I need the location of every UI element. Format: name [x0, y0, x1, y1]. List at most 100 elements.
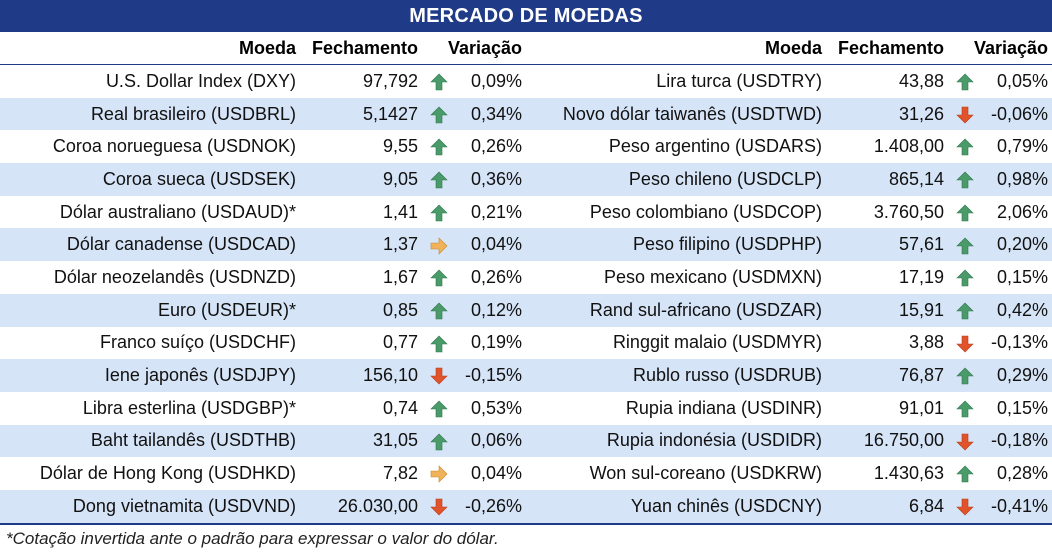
- table-row: Dong vietnamita (USDVND) 26.030,00 -0,26% Y…: [0, 489, 1052, 525]
- arrow-up-icon: [422, 196, 452, 229]
- closing-value: 31,26: [826, 97, 948, 131]
- closing-value: 1,37: [300, 228, 422, 262]
- arrow-down-icon: [948, 327, 978, 360]
- variation-value: 0,05%: [996, 70, 1048, 91]
- currency-name: Dólar australiano (USDAUD)*: [59, 201, 296, 222]
- closing-value: 76,87: [826, 359, 948, 392]
- currency-name: Peso colombiano (USDCOP): [589, 201, 822, 222]
- arrow-up-icon: [948, 293, 978, 327]
- table-row: Coroa sueca (USDSEK) 9,05 0,36% Peso chilen…: [0, 163, 1052, 196]
- footnote: *Cotação invertida ante o padrão para ex…: [6, 528, 499, 548]
- closing-value: 97,792: [362, 70, 418, 91]
- closing-value: 1.430,63: [873, 463, 944, 484]
- currency-name: Peso chileno (USDCLP): [526, 163, 826, 196]
- closing-value: 57,61: [826, 228, 948, 262]
- closing-value: 31,05: [300, 424, 422, 458]
- col-header-variacao-right: Variação: [948, 32, 1052, 65]
- currency-name: Peso filipino (USDPHP): [526, 228, 826, 262]
- variation-value: 0,29%: [978, 359, 1052, 392]
- currency-name: Ringgit malaio (USDMYR): [612, 332, 822, 353]
- closing-value: 1.408,00: [873, 136, 944, 157]
- variation-value: 0,04%: [452, 228, 526, 262]
- variation-value: 0,34%: [452, 97, 526, 131]
- currency-name: Rupia indiana (USDINR): [625, 397, 822, 418]
- header-row: Moeda Fechamento Variação Moeda Fechamen…: [0, 32, 1052, 65]
- currency-name: Coroa sueca (USDSEK): [0, 163, 300, 196]
- variation-value: 0,06%: [452, 424, 526, 458]
- table-row: Euro (USDEUR)* 0,85 0,12% Rand sul-africano…: [0, 293, 1052, 327]
- arrow-up-icon: [948, 359, 978, 392]
- col-header-fechamento-right: Fechamento: [826, 32, 948, 65]
- closing-value: 15,91: [826, 293, 948, 327]
- table-row: Franco suíço (USDCHF) 0,77 0,19% Ringgit ma…: [0, 327, 1052, 360]
- closing-value: 3,88: [908, 332, 944, 353]
- col-header-moeda-left: Moeda: [0, 32, 300, 65]
- closing-value: 0,74: [382, 397, 418, 418]
- currency-name: Lira turca (USDTRY): [656, 70, 822, 91]
- variation-value: 0,15%: [996, 266, 1048, 287]
- arrow-right-icon: [422, 228, 452, 262]
- table-row: Iene japonês (USDJPY) 156,10 -0,15% Rublo r…: [0, 359, 1052, 392]
- closing-value: 1,67: [382, 266, 418, 287]
- table-row: Dólar canadense (USDCAD) 1,37 0,04% Peso fi…: [0, 228, 1052, 262]
- currency-name: Peso argentino (USDARS): [608, 136, 822, 157]
- closing-value: 43,88: [898, 70, 944, 91]
- table-row: Libra esterlina (USDGBP)* 0,74 0,53% Rupia …: [0, 392, 1052, 425]
- currency-name: Yuan chinês (USDCNY): [526, 489, 826, 525]
- currency-name: Iene japonês (USDJPY): [0, 359, 300, 392]
- arrow-up-icon: [422, 97, 452, 131]
- page-title: MERCADO DE MOEDAS: [0, 0, 1052, 32]
- closing-value: 16.750,00: [826, 424, 948, 458]
- closing-value: 865,14: [826, 163, 948, 196]
- col-header-variacao-left: Variação: [422, 32, 526, 65]
- variation-value: 0,21%: [470, 201, 522, 222]
- currency-name: Dólar canadense (USDCAD): [0, 228, 300, 262]
- variation-value: -0,18%: [978, 424, 1052, 458]
- closing-value: 3.760,50: [873, 201, 944, 222]
- variation-value: 0,19%: [470, 332, 522, 353]
- variation-value: 0,26%: [470, 266, 522, 287]
- variation-value: 0,26%: [470, 136, 522, 157]
- currency-name: Real brasileiro (USDBRL): [0, 97, 300, 131]
- table-row: Dólar australiano (USDAUD)* 1,41 0,21% Peso…: [0, 196, 1052, 229]
- closing-value: 6,84: [826, 489, 948, 525]
- arrow-up-icon: [948, 392, 978, 425]
- currency-name: Dólar de Hong Kong (USDHKD): [39, 463, 296, 484]
- closing-value: 0,77: [382, 332, 418, 353]
- closing-value: 5,1427: [300, 97, 422, 131]
- arrow-up-icon: [948, 457, 978, 490]
- closing-value: 17,19: [898, 266, 944, 287]
- table-row: Dólar de Hong Kong (USDHKD) 7,82 0,04% Won …: [0, 457, 1052, 490]
- table-body: U.S. Dollar Index (DXY) 97,792 0,09% Lira t…: [0, 65, 1052, 525]
- arrow-down-icon: [422, 359, 452, 392]
- col-header-fechamento-left: Fechamento: [300, 32, 422, 65]
- variation-value: -0,41%: [978, 489, 1052, 525]
- closing-value: 7,82: [382, 463, 418, 484]
- arrow-down-icon: [948, 489, 978, 525]
- currency-name: Baht tailandês (USDTHB): [0, 424, 300, 458]
- currency-name: U.S. Dollar Index (DXY): [105, 70, 296, 91]
- currency-name: Dong vietnamita (USDVND): [0, 489, 300, 525]
- closing-value: 26.030,00: [300, 489, 422, 525]
- currency-name: Dólar neozelandês (USDNZD): [53, 266, 296, 287]
- variation-value: 0,42%: [978, 293, 1052, 327]
- variation-value: 0,79%: [996, 136, 1048, 157]
- arrow-down-icon: [422, 489, 452, 525]
- variation-value: 0,20%: [978, 228, 1052, 262]
- closing-value: 0,85: [300, 293, 422, 327]
- variation-value: 0,98%: [978, 163, 1052, 196]
- arrow-down-icon: [948, 97, 978, 131]
- table-row: Baht tailandês (USDTHB) 31,05 0,06% Rupia i…: [0, 424, 1052, 458]
- arrow-up-icon: [948, 130, 978, 163]
- arrow-up-icon: [422, 424, 452, 458]
- variation-value: -0,15%: [452, 359, 526, 392]
- variation-value: -0,06%: [978, 97, 1052, 131]
- currency-name: Rand sul-africano (USDZAR): [526, 293, 826, 327]
- arrow-up-icon: [422, 163, 452, 196]
- col-header-moeda-right: Moeda: [526, 32, 826, 65]
- arrow-up-icon: [948, 261, 978, 294]
- table-row: Dólar neozelandês (USDNZD) 1,67 0,26% Peso …: [0, 261, 1052, 294]
- table-row: Coroa norueguesa (USDNOK) 9,55 0,26% Peso a…: [0, 130, 1052, 163]
- variation-value: -0,26%: [452, 489, 526, 525]
- currency-name: Libra esterlina (USDGBP)*: [82, 397, 296, 418]
